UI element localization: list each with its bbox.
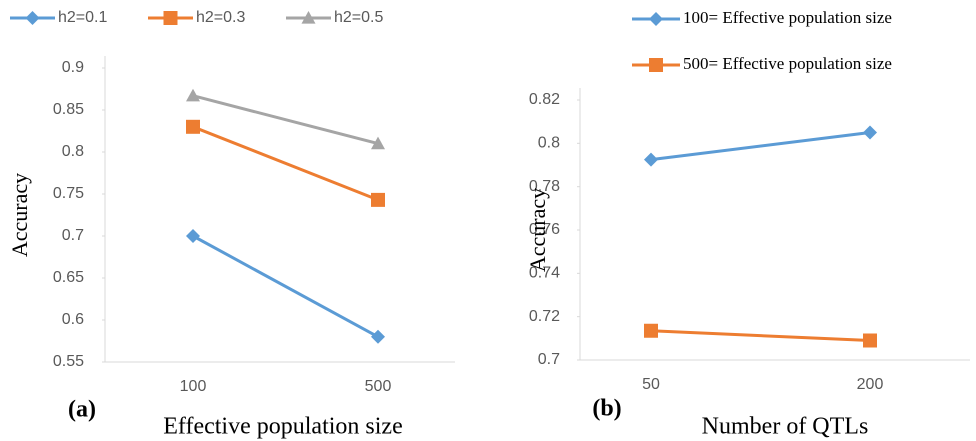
legend-marker [25,11,40,25]
y-axis-label: Accuracy [7,173,32,257]
y-tick-label: 0.55 [53,353,84,370]
marker [644,323,658,338]
legend-label: h2=0.5 [334,9,383,26]
legend-label: h2=0.1 [58,9,107,26]
marker [186,229,200,243]
panel-label: (a) [68,397,96,423]
series-line [192,94,379,146]
legend-marker [649,58,663,72]
legend-label: 500= Effective population size [683,54,892,73]
y-tick-label: 0.8 [538,135,560,152]
series-line [192,234,379,339]
marker [371,192,385,207]
series-line [650,131,871,162]
x-tick-label: 100 [180,378,207,395]
marker [186,88,200,102]
legend-marker [163,11,178,25]
y-tick-label: 0.82 [529,91,560,108]
y-tick-label: 0.65 [53,269,84,286]
panel-label: (b) [592,396,621,422]
series-line [650,329,871,342]
x-tick-label: 500 [365,378,392,395]
x-tick-label: 50 [642,376,660,393]
y-tick-label: 0.85 [53,101,84,118]
legend-label: 100= Effective population size [683,8,892,27]
marker [863,333,877,348]
legend-marker [649,12,663,26]
y-tick-label: 0.76 [529,221,560,238]
marker [863,125,877,140]
marker [186,119,200,134]
series-line [192,125,379,202]
x-tick-label: 200 [857,376,884,393]
x-axis-label: Effective population size [163,414,402,440]
y-tick-label: 0.72 [529,308,560,325]
legend-label: h2=0.3 [196,9,245,26]
y-tick-label: 0.6 [62,311,84,328]
y-tick-label: 0.9 [62,59,84,76]
legend-marker [301,11,316,24]
marker [371,329,385,344]
y-axis-label: Accuracy [525,188,550,272]
marker [644,152,658,167]
y-tick-label: 0.78 [529,178,560,195]
y-tick-label: 0.74 [529,265,560,282]
y-tick-label: 0.7 [62,227,84,244]
marker [371,136,385,150]
y-tick-label: 0.75 [53,185,84,202]
x-axis-label: Number of QTLs [702,414,869,440]
y-tick-label: 0.8 [62,143,84,160]
y-tick-label: 0.7 [538,351,560,368]
